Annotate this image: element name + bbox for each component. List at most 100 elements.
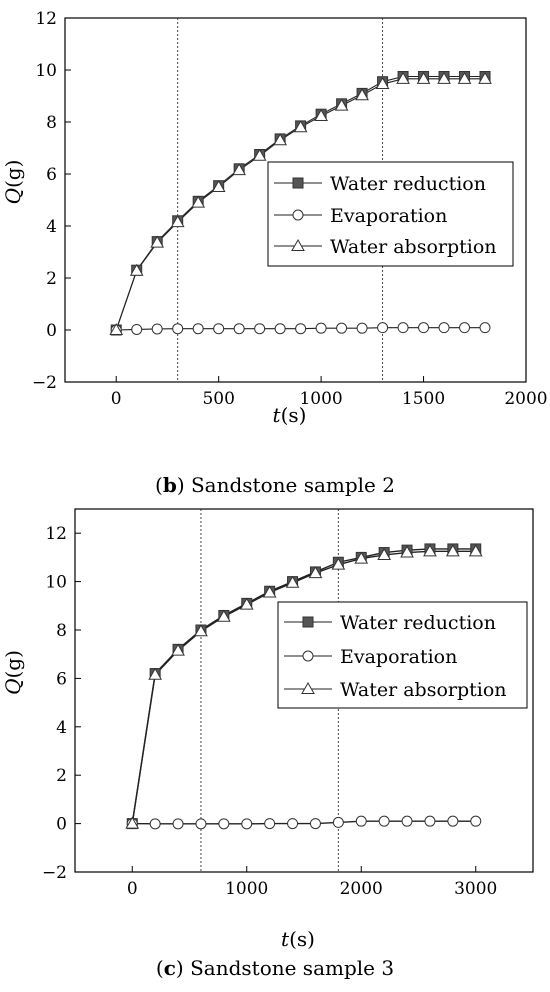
data-point-circle: [172, 323, 184, 335]
caption-open-paren: (: [156, 956, 164, 980]
series-line-triangle: [131, 550, 476, 824]
data-point-triangle: [232, 163, 247, 176]
data-point-triangle: [285, 575, 300, 588]
caption-text: ) Sandstone sample 2: [177, 473, 395, 497]
legend-marker-square: [302, 616, 314, 628]
data-point-triangle: [273, 133, 287, 146]
y-tick-label: −2: [32, 373, 57, 393]
y-axis-label: Q(g): [1, 650, 25, 695]
data-point-circle: [264, 818, 276, 830]
y-tick-label: 8: [56, 621, 67, 641]
data-point-triangle: [334, 98, 349, 111]
x-tick-label: 1000: [299, 389, 342, 409]
data-point-circle: [241, 818, 253, 830]
data-point-circle: [424, 815, 436, 827]
caption-letter: b: [163, 473, 177, 497]
y-tick-label: 10: [45, 573, 67, 593]
data-point-circle: [418, 322, 430, 334]
y-tick-label: 4: [46, 217, 57, 237]
data-point-circle: [479, 322, 491, 334]
data-point-triangle: [355, 88, 369, 101]
x-axis-var: t: [281, 927, 290, 951]
data-point-triangle: [125, 816, 140, 829]
data-point-circle: [459, 322, 471, 334]
x-tick-label: 500: [202, 389, 234, 409]
data-point-triangle: [170, 215, 185, 228]
legend-box: [267, 161, 514, 267]
y-tick-label: 10: [35, 61, 57, 81]
data-point-circle: [397, 322, 409, 334]
y-tick-label: 6: [56, 669, 67, 689]
data-point-triangle: [468, 544, 483, 557]
data-point-triangle: [457, 71, 472, 84]
data-point-circle: [438, 322, 450, 334]
legend-marker-triangle: [291, 238, 305, 251]
y-tick-label: 6: [46, 165, 57, 185]
data-point-triangle: [148, 667, 163, 680]
data-point-triangle: [293, 120, 308, 133]
legend-label: Water absorption: [340, 679, 507, 701]
x-tick-label: 0: [111, 389, 122, 409]
data-point-triangle: [354, 551, 369, 564]
y-tick-label: 8: [46, 113, 57, 133]
data-point-triangle: [423, 544, 437, 557]
x-axis-label: t(s): [281, 927, 315, 951]
data-point-triangle: [109, 322, 124, 335]
data-point-triangle: [377, 547, 392, 560]
data-point-triangle: [262, 585, 277, 598]
data-point-triangle: [478, 71, 492, 84]
x-tick-label: 2000: [504, 389, 547, 409]
data-point-triangle: [129, 263, 144, 276]
y-tick-label: 12: [35, 9, 57, 29]
data-point-triangle: [308, 566, 323, 579]
data-point-circle: [195, 818, 207, 830]
y-tick-label: 2: [56, 766, 67, 786]
legend-marker-circle: [292, 209, 304, 221]
legend: Water reduction Evaporation Water absorpti…: [277, 601, 528, 709]
chart-panel-c: 0 1000 2000 3000 −2 0 2 4 6 8 10 12 Water reduction E…: [1, 508, 534, 980]
y-axis-var: Q: [1, 188, 25, 204]
data-point-circle: [254, 323, 266, 335]
data-point-triangle: [211, 179, 226, 192]
y-tick-label: 0: [46, 321, 57, 341]
data-point-triangle: [437, 71, 451, 84]
data-point-circle: [151, 323, 163, 335]
data-point-triangle: [314, 109, 328, 122]
data-point-circle: [233, 323, 245, 335]
data-point-triangle: [331, 557, 346, 570]
caption-letter: c: [164, 956, 176, 980]
legend-marker-square: [292, 177, 304, 189]
data-point-circle: [470, 815, 482, 827]
legend: Water reduction Evaporation Water absorpti…: [267, 161, 514, 267]
data-point-circle: [336, 322, 348, 334]
legend-box: [277, 601, 528, 709]
data-point-triangle: [400, 545, 414, 558]
data-point-triangle: [150, 235, 165, 248]
data-point-triangle: [239, 597, 254, 610]
data-point-circle: [377, 322, 389, 334]
data-point-circle: [309, 818, 321, 830]
x-tick-label: 1500: [402, 389, 445, 409]
data-point-circle: [378, 815, 390, 827]
x-tick-label: 1000: [225, 879, 268, 899]
data-point-circle: [295, 323, 307, 335]
y-tick-label: 0: [56, 815, 67, 835]
figure-caption: (c) Sandstone sample 3: [156, 956, 394, 980]
x-axis-unit: (s): [281, 403, 307, 427]
y-axis-var: Q: [1, 679, 25, 695]
plot-frame: [64, 17, 527, 383]
legend-label: Water absorption: [330, 236, 497, 258]
legend-label: Evaporation: [340, 646, 457, 668]
x-tick-label: 0: [127, 879, 138, 899]
data-point-circle: [218, 818, 230, 830]
y-axis-unit: (g): [1, 160, 25, 188]
y-tick-label: −2: [42, 863, 67, 883]
x-axis-label: t(s): [273, 403, 307, 427]
caption-text: ) Sandstone sample 3: [176, 956, 394, 980]
data-point-circle: [192, 323, 204, 335]
series-line-square: [131, 548, 476, 824]
data-point-circle: [149, 818, 161, 830]
plot-frame: [74, 508, 534, 873]
figure-caption: (b) Sandstone sample 2: [155, 473, 395, 497]
